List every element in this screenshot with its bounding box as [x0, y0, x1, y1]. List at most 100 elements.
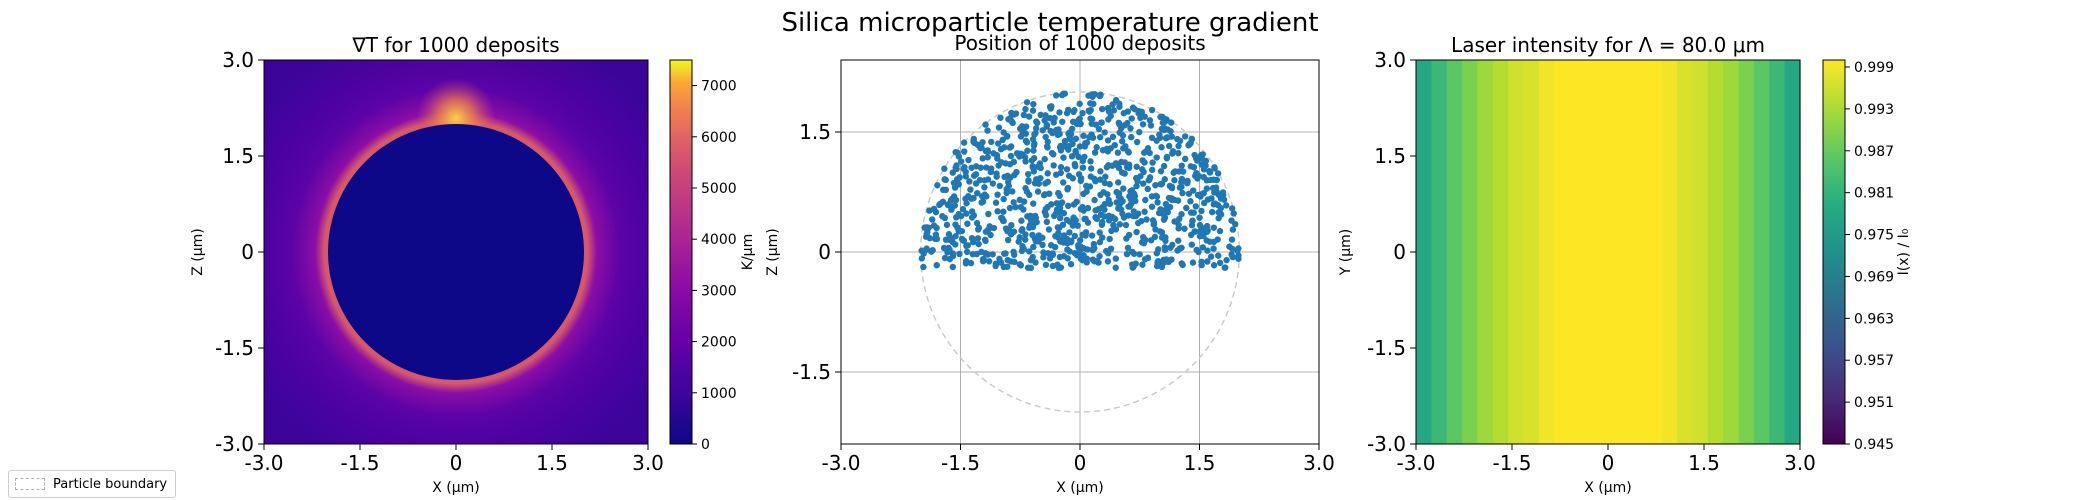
deposit-point [1006, 115, 1014, 122]
deposit-point [1234, 247, 1241, 254]
deposit-point [996, 182, 1003, 190]
deposit-point [1188, 241, 1196, 248]
deposit-point [1087, 100, 1094, 107]
deposit-point [1128, 115, 1135, 122]
deposit-point [958, 227, 966, 235]
intensity-column [1538, 60, 1555, 444]
deposit-point [1020, 245, 1027, 253]
colorbar-tick-label: 0.975 [1854, 228, 1894, 244]
deposit-point [1116, 129, 1123, 136]
deposit-point [1001, 144, 1008, 151]
deposit-point [1029, 223, 1037, 231]
deposit-point [1146, 176, 1153, 183]
deposit-point [1012, 203, 1019, 211]
deposit-point [1228, 236, 1236, 243]
panel3-xlabel: X (μm) [1584, 480, 1632, 496]
panel3-ylabel: Y (μm) [1338, 229, 1354, 276]
legend: Particle boundary [8, 470, 177, 498]
deposit-point [1057, 142, 1064, 150]
deposit-point [1005, 182, 1012, 190]
deposit-point [1111, 215, 1118, 222]
deposit-point [933, 261, 940, 269]
deposit-point [1088, 120, 1095, 127]
colorbar-tick-label: 0.969 [1854, 269, 1894, 285]
deposit-point [948, 204, 956, 211]
deposit-point [1136, 128, 1143, 136]
intensity-column [1723, 60, 1740, 444]
deposit-point [1204, 247, 1211, 254]
colorbar-tick-label: 1000 [701, 386, 737, 402]
deposit-point [1048, 149, 1056, 157]
deposit-point [1128, 133, 1135, 141]
deposit-point [1083, 139, 1091, 146]
deposit-point [1118, 138, 1126, 145]
y-tick-label: 0 [241, 240, 254, 264]
deposit-point [1153, 193, 1161, 200]
deposit-point [1176, 137, 1184, 145]
intensity-column [1554, 60, 1571, 444]
deposit-point [972, 180, 980, 187]
colorbar-tick-label: 0.963 [1854, 311, 1894, 327]
x-tick-label: -1.5 [1492, 451, 1531, 475]
deposit-point [1223, 256, 1230, 264]
deposit-point [1080, 132, 1087, 140]
colorbar-tick-label: 0.957 [1854, 353, 1894, 369]
deposit-point [923, 245, 930, 252]
deposit-point [1057, 147, 1065, 154]
deposit-point [1230, 210, 1237, 217]
deposit-point [1211, 164, 1218, 171]
deposit-point [1228, 217, 1235, 224]
panel3-x-ticks: -3.0 -1.5 0 1.5 3.0 [1396, 444, 1816, 475]
deposit-point [1104, 137, 1112, 144]
deposit-point [1124, 148, 1132, 155]
deposit-point [952, 241, 959, 248]
deposit-point [1189, 259, 1197, 266]
colorbar-tick-label: 0.999 [1854, 60, 1894, 76]
panel1-title: ∇T for 1000 deposits [351, 33, 559, 57]
deposit-point [946, 246, 953, 253]
deposit-point [1117, 195, 1124, 202]
deposit-point [1226, 243, 1233, 250]
intensity-column [1492, 60, 1509, 444]
deposit-point [957, 158, 965, 165]
deposit-point [1028, 157, 1036, 164]
deposit-point [1104, 148, 1112, 155]
colorbar-tick-label: 7000 [701, 79, 737, 95]
panel2-y-ticks: 1.5 0 -1.5 [792, 120, 841, 384]
deposit-point [1039, 234, 1046, 241]
deposit-point [1141, 208, 1148, 215]
deposit-point [974, 189, 981, 197]
deposit-point [1133, 228, 1140, 236]
deposit-point [1032, 259, 1039, 266]
deposit-point [984, 251, 991, 258]
deposit-point [1178, 175, 1186, 183]
deposit-point [968, 208, 976, 215]
deposit-point [941, 165, 948, 172]
deposit-point [992, 199, 1000, 206]
deposit-point [1147, 122, 1155, 129]
deposit-point [1132, 197, 1139, 205]
deposit-point [1027, 212, 1034, 220]
deposit-point [1196, 228, 1204, 235]
deposit-point [1045, 226, 1053, 233]
deposit-point [1228, 205, 1236, 212]
deposit-point [961, 163, 968, 171]
deposit-point [1105, 116, 1112, 123]
deposit-point [1055, 189, 1062, 197]
deposit-point [1115, 164, 1123, 172]
deposit-point [946, 236, 953, 243]
deposit-point [1020, 111, 1028, 119]
deposit-point [1039, 127, 1046, 134]
deposit-point [1087, 158, 1094, 165]
deposit-point [1064, 202, 1072, 210]
deposit-point [945, 231, 953, 238]
deposit-point [1046, 114, 1054, 122]
deposit-point [990, 224, 998, 232]
deposit-point [1096, 176, 1104, 183]
deposit-point [1052, 232, 1059, 240]
deposit-point [1229, 226, 1237, 233]
deposit-point [1097, 168, 1104, 175]
deposit-point [1041, 155, 1048, 163]
deposit-point [1144, 254, 1152, 262]
deposit-point [1065, 146, 1072, 153]
